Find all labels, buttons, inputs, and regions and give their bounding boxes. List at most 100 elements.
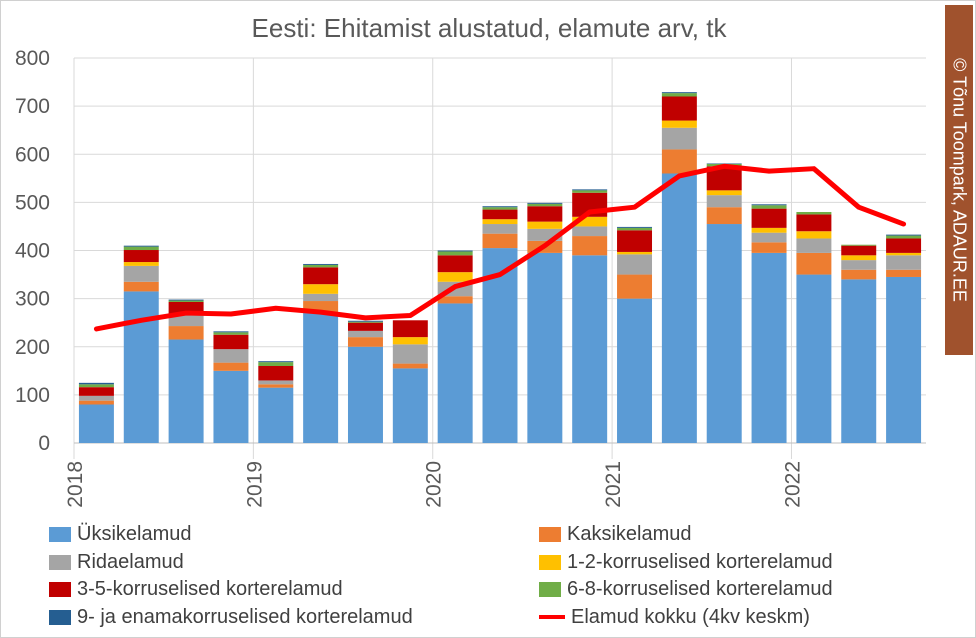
bar-segment-series-0	[78, 404, 114, 443]
legend-item: 1-2-korruselised korterelamud	[539, 551, 833, 574]
bar-segment-series-3	[303, 284, 339, 294]
bar-segment-series-4	[841, 245, 877, 256]
bar-segment-series-1	[123, 281, 159, 292]
bar-segment-series-0	[886, 276, 922, 443]
bar-segment-series-4	[347, 322, 383, 331]
bar-segment-series-1	[78, 400, 114, 405]
bar-segment-series-3	[886, 252, 922, 256]
legend-swatch	[49, 582, 71, 597]
bar-segment-series-6	[303, 263, 339, 265]
legend-item: 3-5-korruselised korterelamud	[49, 578, 343, 601]
bar-segment-series-3	[482, 219, 518, 225]
legend-item: Kaksikelamud	[539, 523, 692, 546]
legend-label: 3-5-korruselised korterelamud	[77, 578, 343, 600]
bar-segment-series-5	[168, 300, 204, 302]
bar-segment-series-1	[841, 269, 877, 280]
bar-segment-series-5	[303, 264, 339, 268]
bar-segment-series-3	[527, 221, 563, 229]
legend-label: Elamud kokku (4kv keskm)	[571, 605, 810, 628]
legend-label: 6-8-korruselised korterelamud	[567, 578, 833, 600]
bar-segment-series-0	[841, 279, 877, 443]
bar-segment-series-1	[706, 207, 742, 225]
bar-segment-series-4	[661, 96, 697, 121]
bar-segment-series-4	[751, 208, 787, 228]
bar-segment-series-1	[258, 384, 294, 388]
bar-segment-series-0	[168, 339, 204, 443]
bar-segment-series-2	[706, 195, 742, 208]
legend-item: 9- ja enamakorruselised korterelamud	[49, 606, 413, 629]
copyright-banner: © Tõnu Toompark, ADAUR.EE	[945, 5, 973, 355]
bar-segment-series-0	[572, 255, 608, 443]
bar-segment-series-4	[437, 255, 473, 273]
bar-segment-series-3	[796, 231, 832, 239]
bar-segment-series-4	[258, 366, 294, 381]
bar-segment-series-4	[527, 206, 563, 222]
bar-segment-series-3	[617, 251, 653, 255]
bar-segment-series-3	[572, 216, 608, 227]
bar-segment-series-0	[661, 173, 697, 443]
y-tick-label: 400	[15, 240, 50, 263]
bar-segment-series-4	[886, 238, 922, 253]
legend-label: Üksikelamud	[77, 523, 192, 545]
bar-segment-series-0	[123, 291, 159, 443]
bar-segment-series-3	[841, 255, 877, 261]
bar-segment-series-6	[347, 320, 383, 322]
bar-segment-series-2	[886, 255, 922, 270]
bar-segment-series-0	[303, 313, 339, 443]
bar-segment-series-2	[572, 226, 608, 237]
bar-segment-series-6	[572, 189, 608, 191]
copyright-text: © Tõnu Toompark, ADAUR.EE	[949, 58, 970, 302]
bar-segment-series-1	[482, 233, 518, 249]
y-tick-label: 300	[15, 288, 50, 311]
legend-label: 9- ja enamakorruselised korterelamud	[77, 605, 413, 628]
bar-segment-series-2	[258, 380, 294, 385]
bar-segment-series-6	[258, 361, 294, 363]
y-tick-label: 0	[38, 432, 50, 455]
bar-segment-series-5	[482, 207, 518, 210]
bar-segment-series-5	[527, 203, 563, 207]
x-year-label: 2019	[243, 461, 266, 508]
legend-swatch	[539, 554, 561, 570]
bar-segment-series-1	[886, 269, 922, 277]
bar-segment-series-2	[661, 127, 697, 150]
bar-segment-series-2	[347, 330, 383, 338]
bar-segment-series-0	[482, 248, 518, 443]
bar-segment-series-0	[751, 252, 787, 443]
bar-segment-series-2	[796, 238, 832, 253]
bar-segment-series-5	[841, 244, 877, 246]
bar-segment-series-6	[482, 206, 518, 208]
bar-segment-series-3	[751, 227, 787, 233]
bar-segment-series-4	[796, 214, 832, 232]
bar-segment-series-5	[258, 362, 294, 366]
bar-segment-series-1	[617, 274, 653, 299]
bar-segment-series-1	[213, 362, 249, 371]
bar-segment-series-6	[123, 245, 159, 247]
line-series-total-avg	[93, 163, 907, 332]
legend-label: Ridaelamud	[77, 550, 184, 573]
legend-swatch	[49, 554, 71, 570]
legend-swatch	[49, 609, 71, 625]
bar-segment-series-5	[213, 332, 249, 335]
bar-segment-series-3	[437, 272, 473, 282]
legend-label: Kaksikelamud	[567, 523, 692, 545]
x-year-label: 2020	[423, 461, 446, 508]
bar-segment-series-5	[661, 93, 697, 97]
bar-segment-series-6	[751, 204, 787, 206]
legend-swatch	[539, 615, 565, 619]
bar-segment-series-6	[527, 202, 563, 204]
bar-segment-series-2	[482, 224, 518, 234]
bar-segment-series-4	[617, 230, 653, 252]
bar-segment-series-6	[661, 92, 697, 94]
bar-segment-series-1	[437, 296, 473, 304]
bar-segment-series-3	[392, 337, 428, 345]
bar-segment-series-6	[886, 234, 922, 236]
bar-segment-series-6	[213, 331, 249, 333]
bar-segment-series-2	[751, 232, 787, 243]
bar-segment-series-6	[78, 382, 114, 385]
bar-segment-series-1	[347, 337, 383, 347]
bar-segment-series-4	[392, 320, 428, 338]
legend-swatch	[49, 527, 71, 542]
bar-segment-series-4	[482, 209, 518, 220]
bar-segment-series-5	[617, 227, 653, 231]
